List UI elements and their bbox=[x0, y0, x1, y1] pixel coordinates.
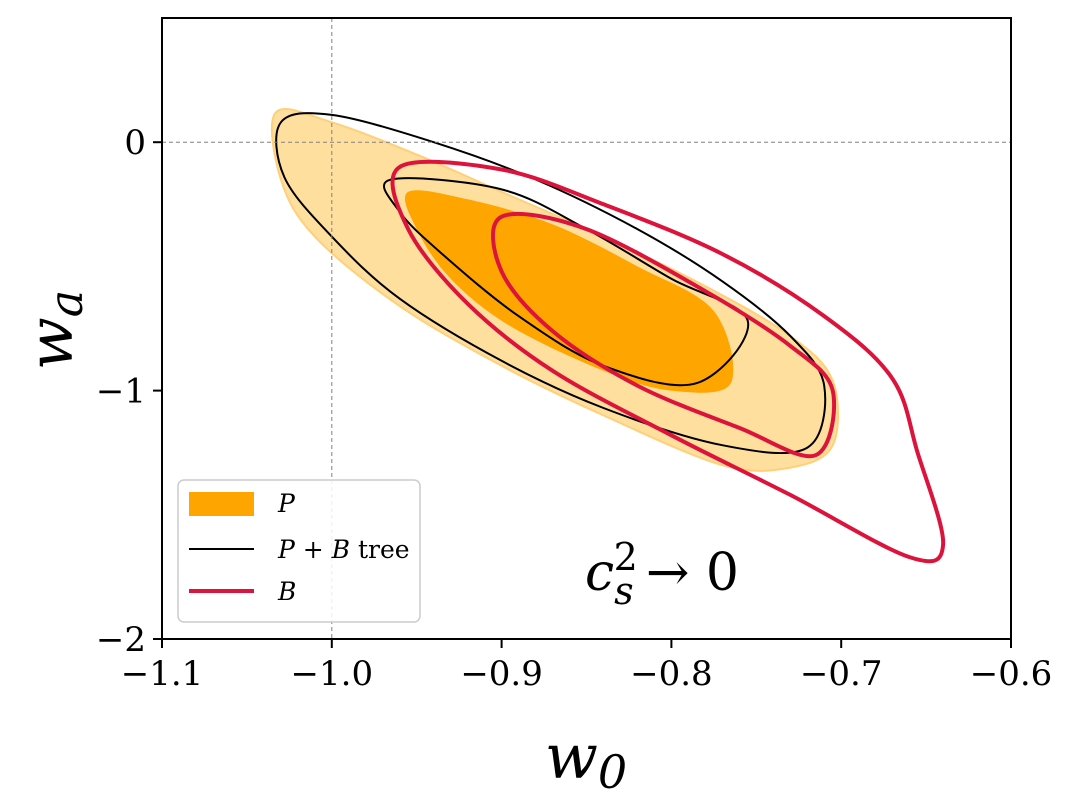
y-tick-label: −2 bbox=[96, 620, 146, 660]
legend-label-pb: P + B tree bbox=[277, 535, 410, 564]
legend: P P + B tree B bbox=[177, 479, 421, 623]
x-tick-label: −1.1 bbox=[121, 654, 204, 694]
contour-layers bbox=[270, 108, 946, 564]
y-tick-label: −1 bbox=[96, 372, 146, 412]
x-tick-label: −0.6 bbox=[970, 654, 1053, 694]
x-axis-label: w0 bbox=[545, 720, 627, 799]
legend-label-b: B bbox=[277, 577, 296, 606]
y-tick-label: 0 bbox=[124, 123, 146, 163]
y-axis-label: wa bbox=[14, 290, 93, 371]
contour-b-1sigma bbox=[490, 211, 837, 459]
fiducial-reference-lines bbox=[162, 18, 1011, 639]
x-tick-label: −0.8 bbox=[630, 654, 713, 694]
x-axis-ticks: −1.1 −1.0 −0.9 −0.8 −0.7 −0.6 bbox=[121, 639, 1053, 694]
x-tick-label: −0.9 bbox=[460, 654, 543, 694]
contour-pb-2sigma bbox=[275, 112, 827, 455]
x-tick-label: −0.7 bbox=[800, 654, 883, 694]
contour-b-2sigma bbox=[390, 159, 946, 564]
x-tick-label: −1.0 bbox=[291, 654, 374, 694]
contour-p-1sigma bbox=[404, 190, 734, 393]
axes-frame bbox=[161, 17, 1012, 640]
y-axis-ticks: −2 −1 0 bbox=[96, 123, 162, 660]
annotation-cs2-to-zero: cs2 → 0 bbox=[585, 535, 739, 613]
contour-pb-1sigma bbox=[383, 177, 750, 387]
legend-label-p: P bbox=[277, 489, 296, 518]
legend-swatch-p bbox=[189, 492, 254, 516]
